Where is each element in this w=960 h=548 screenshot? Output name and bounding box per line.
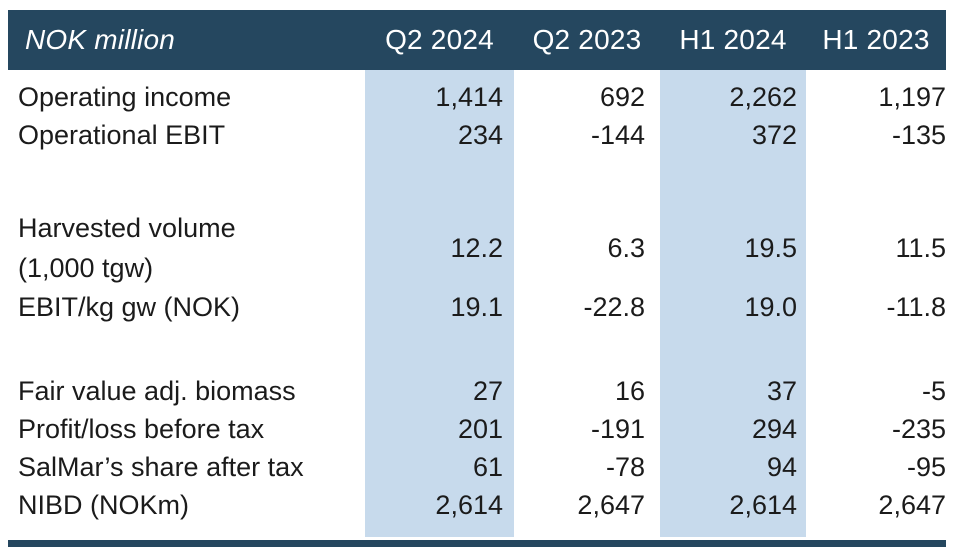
table-row: Profit/loss before tax 201 -191 294 -235 [8,410,946,448]
table-header-row: NOK million Q2 2024 Q2 2023 H1 2024 H1 2… [8,10,946,70]
cell-h1-2024: 372 [751,120,797,150]
cell-h1-2024: 19.0 [744,292,797,322]
cell-h1-2023: 1,197 [878,82,946,112]
column-header-q2-2024: Q2 2024 [385,24,494,55]
financial-summary-table: NOK million Q2 2024 Q2 2023 H1 2024 H1 2… [8,10,946,537]
row-label-line: Harvested volume [18,213,236,243]
table-row: NIBD (NOKm) 2,614 2,647 2,614 2,647 [8,486,946,524]
cell-h1-2023: -95 [906,452,946,482]
cell-h1-2024: 94 [766,452,797,482]
cell-q2-2023: -144 [590,120,645,150]
cell-q2-2024: 19.1 [450,292,503,322]
cell-h1-2023: -11.8 [886,292,946,322]
cell-q2-2023: 6.3 [607,233,645,263]
row-label: EBIT/kg gw (NOK) [18,292,241,322]
highlight-column-q2-2024 [365,70,514,537]
row-label: Harvested volume (1,000 tgw) [8,208,365,288]
cell-h1-2024: 37 [766,376,797,406]
row-label: Profit/loss before tax [18,414,265,444]
column-header-q2-2023: Q2 2023 [532,24,642,55]
table-row: Operational EBIT 234 -144 372 -135 [8,116,946,154]
cell-h1-2023: 11.5 [895,233,946,263]
row-label: SalMar’s share after tax [18,452,304,482]
table-row: EBIT/kg gw (NOK) 19.1 -22.8 19.0 -11.8 [8,288,946,326]
cell-q2-2024: 27 [472,376,503,406]
table-rows: Operating income 1,414 692 2,262 1,197 Operat… [8,78,946,524]
cell-h1-2024: 2,262 [729,82,797,112]
column-header-h1-2024: H1 2024 [679,24,787,55]
table-row: Harvested volume (1,000 tgw) 12.2 6.3 19.5 11… [8,208,946,288]
cell-h1-2023: -135 [891,120,946,150]
cell-h1-2023: -235 [891,414,946,444]
cell-q2-2024: 201 [457,414,503,444]
cell-q2-2023: -22.8 [583,292,645,322]
table-bottom-border [8,540,946,547]
cell-h1-2023: -5 [921,376,946,406]
cell-q2-2024: 234 [457,120,503,150]
cell-h1-2024: 2,614 [729,490,797,520]
cell-q2-2024: 2,614 [435,490,503,520]
row-label: Operational EBIT [18,120,226,150]
cell-q2-2023: 692 [599,82,645,112]
cell-q2-2024: 1,414 [435,82,503,112]
table-spacer-row [8,154,946,208]
table-spacer-row [8,326,946,372]
cell-q2-2023: -78 [605,452,645,482]
column-header-h1-2023: H1 2023 [822,24,930,55]
table-row: Operating income 1,414 692 2,262 1,197 [8,78,946,116]
cell-q2-2024: 12.2 [450,233,503,263]
cell-h1-2024: 19.5 [744,233,797,263]
table-row: Fair value adj. biomass 27 16 37 -5 [8,372,946,410]
cell-q2-2023: 16 [614,376,645,406]
table-body: Operating income 1,414 692 2,262 1,197 Operat… [8,70,946,537]
row-label-line: (1,000 tgw) [18,253,154,283]
row-label: Fair value adj. biomass [18,376,296,406]
cell-q2-2023: -191 [590,414,645,444]
row-label: Operating income [18,82,232,112]
cell-q2-2024: 61 [472,452,503,482]
table-title: NOK million [25,24,176,55]
cell-h1-2024: 294 [751,414,797,444]
cell-q2-2023: 2,647 [577,490,645,520]
cell-h1-2023: 2,647 [878,490,946,520]
table-row: SalMar’s share after tax 61 -78 94 -95 [8,448,946,486]
row-label: NIBD (NOKm) [18,490,189,520]
highlight-column-h1-2024 [660,70,806,537]
